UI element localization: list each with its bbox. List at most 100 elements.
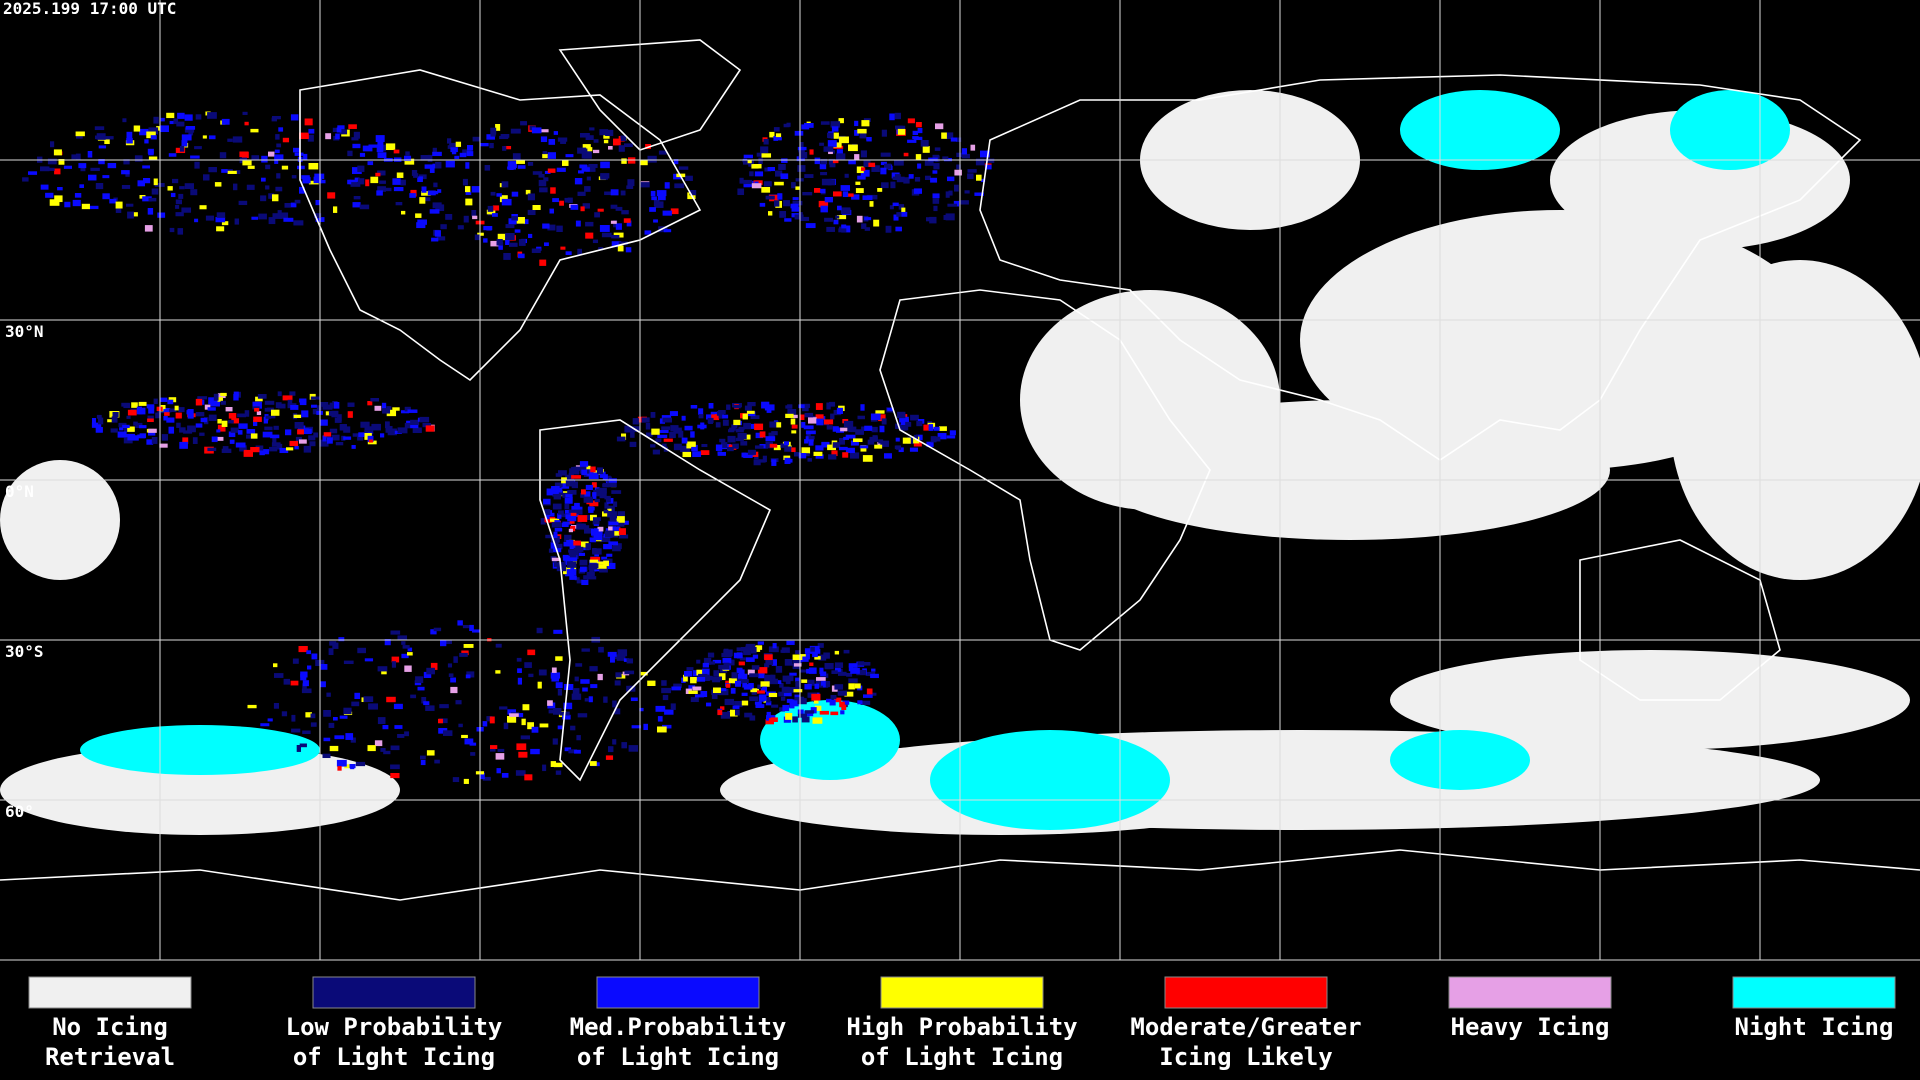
icing-speckle (581, 167, 590, 172)
icing-speckle (889, 205, 894, 210)
icing-speckle (576, 735, 581, 741)
icing-speckle (265, 164, 271, 170)
icing-speckle (329, 745, 339, 752)
coast-eurasia (979, 74, 1862, 461)
icing-speckle (554, 562, 559, 567)
icing-speckle (136, 411, 143, 415)
icing-speckle (233, 183, 238, 191)
icing-speckle (549, 208, 555, 214)
icing-speckle (838, 228, 847, 233)
icing-speckle (749, 696, 759, 702)
icing-speckle (575, 663, 583, 667)
icing-speckle (404, 406, 411, 412)
icing-speckle (566, 569, 577, 576)
icing-speckle (253, 416, 262, 422)
icing-speckle (452, 777, 460, 783)
icing-speckle (581, 648, 590, 652)
icing-speckle (337, 125, 345, 130)
icing-speckle (720, 712, 731, 719)
icing-speckle (848, 663, 858, 668)
icing-speckle (133, 421, 138, 426)
icing-speckle (179, 186, 185, 190)
icing-speckle (649, 207, 656, 212)
icing-speckle (765, 659, 774, 665)
icing-speckle (785, 413, 794, 418)
icing-speckle (780, 696, 786, 701)
icing-speckle (179, 427, 186, 433)
icing-speckle (824, 217, 833, 222)
icing-speckle (104, 137, 110, 145)
icing-speckle (684, 671, 693, 677)
icing-speckle (483, 238, 488, 243)
icing-speckle (511, 191, 519, 197)
icing-speckle (125, 173, 130, 177)
icing-speckle (57, 187, 63, 191)
legend-label: of Light Icing (293, 1043, 495, 1071)
icing-speckle (401, 641, 406, 645)
icing-speckle (737, 433, 747, 440)
icing-speckle (598, 247, 604, 251)
icing-speckle (123, 437, 133, 444)
icing-speckle (859, 445, 869, 449)
icing-speckle (948, 190, 953, 196)
icing-speckle (935, 123, 944, 130)
icing-speckle (133, 212, 138, 217)
icing-speckle (477, 232, 484, 236)
icing-speckle (975, 158, 985, 166)
icing-speckle (553, 531, 558, 538)
icing-speckle (818, 654, 827, 661)
icing-speckle (842, 700, 850, 705)
icing-speckle (569, 468, 578, 475)
icing-speckle (862, 662, 871, 666)
icing-speckle (169, 227, 175, 233)
icing-speckle (486, 134, 495, 140)
icing-speckle (839, 438, 846, 445)
icing-speckle (798, 148, 805, 153)
icing-speckle (555, 682, 563, 689)
icing-speckle (270, 434, 280, 439)
icing-speckle (573, 466, 584, 471)
icing-speckle (303, 153, 308, 161)
icing-speckle (696, 669, 703, 676)
icing-speckle (908, 174, 914, 179)
icing-speckle (623, 218, 631, 223)
icing-speckle (945, 191, 950, 198)
icing-speckle (257, 394, 267, 399)
icing-speckle (146, 131, 156, 139)
icing-speckle (137, 180, 145, 187)
icing-speckle (310, 722, 317, 727)
icing-speckle (377, 152, 387, 159)
icing-speckle (589, 127, 595, 131)
icing-speckle (715, 422, 721, 428)
icing-speckle (576, 579, 582, 584)
icing-speckle (168, 426, 175, 434)
icing-speckle (383, 187, 392, 192)
icing-speckle (264, 426, 273, 431)
icing-speckle (718, 689, 729, 696)
icing-speckle (574, 502, 580, 509)
icing-speckle (589, 501, 599, 507)
icing-speckle (395, 202, 403, 206)
icing-speckle (722, 414, 729, 419)
legend-label: Med.Probability (570, 1013, 787, 1041)
icing-speckle (421, 697, 427, 704)
icing-speckle (311, 653, 318, 660)
icing-speckle (46, 167, 55, 171)
icing-speckle (964, 190, 970, 194)
icing-speckle (632, 418, 639, 425)
icing-speckle (608, 521, 619, 526)
icing-speckle (753, 459, 761, 466)
icing-speckle (861, 167, 866, 171)
icing-speckle (783, 441, 789, 446)
icing-speckle (735, 680, 741, 687)
icing-speckle (322, 435, 327, 442)
icing-speckle (122, 118, 127, 123)
icing-speckle (169, 120, 175, 125)
icing-speckle (613, 501, 618, 508)
icing-speckle (203, 174, 210, 181)
icing-speckle (909, 447, 919, 452)
icing-speckle (74, 193, 82, 198)
icing-speckle (247, 704, 257, 709)
icing-speckle (798, 404, 805, 409)
icing-speckle (718, 673, 726, 681)
